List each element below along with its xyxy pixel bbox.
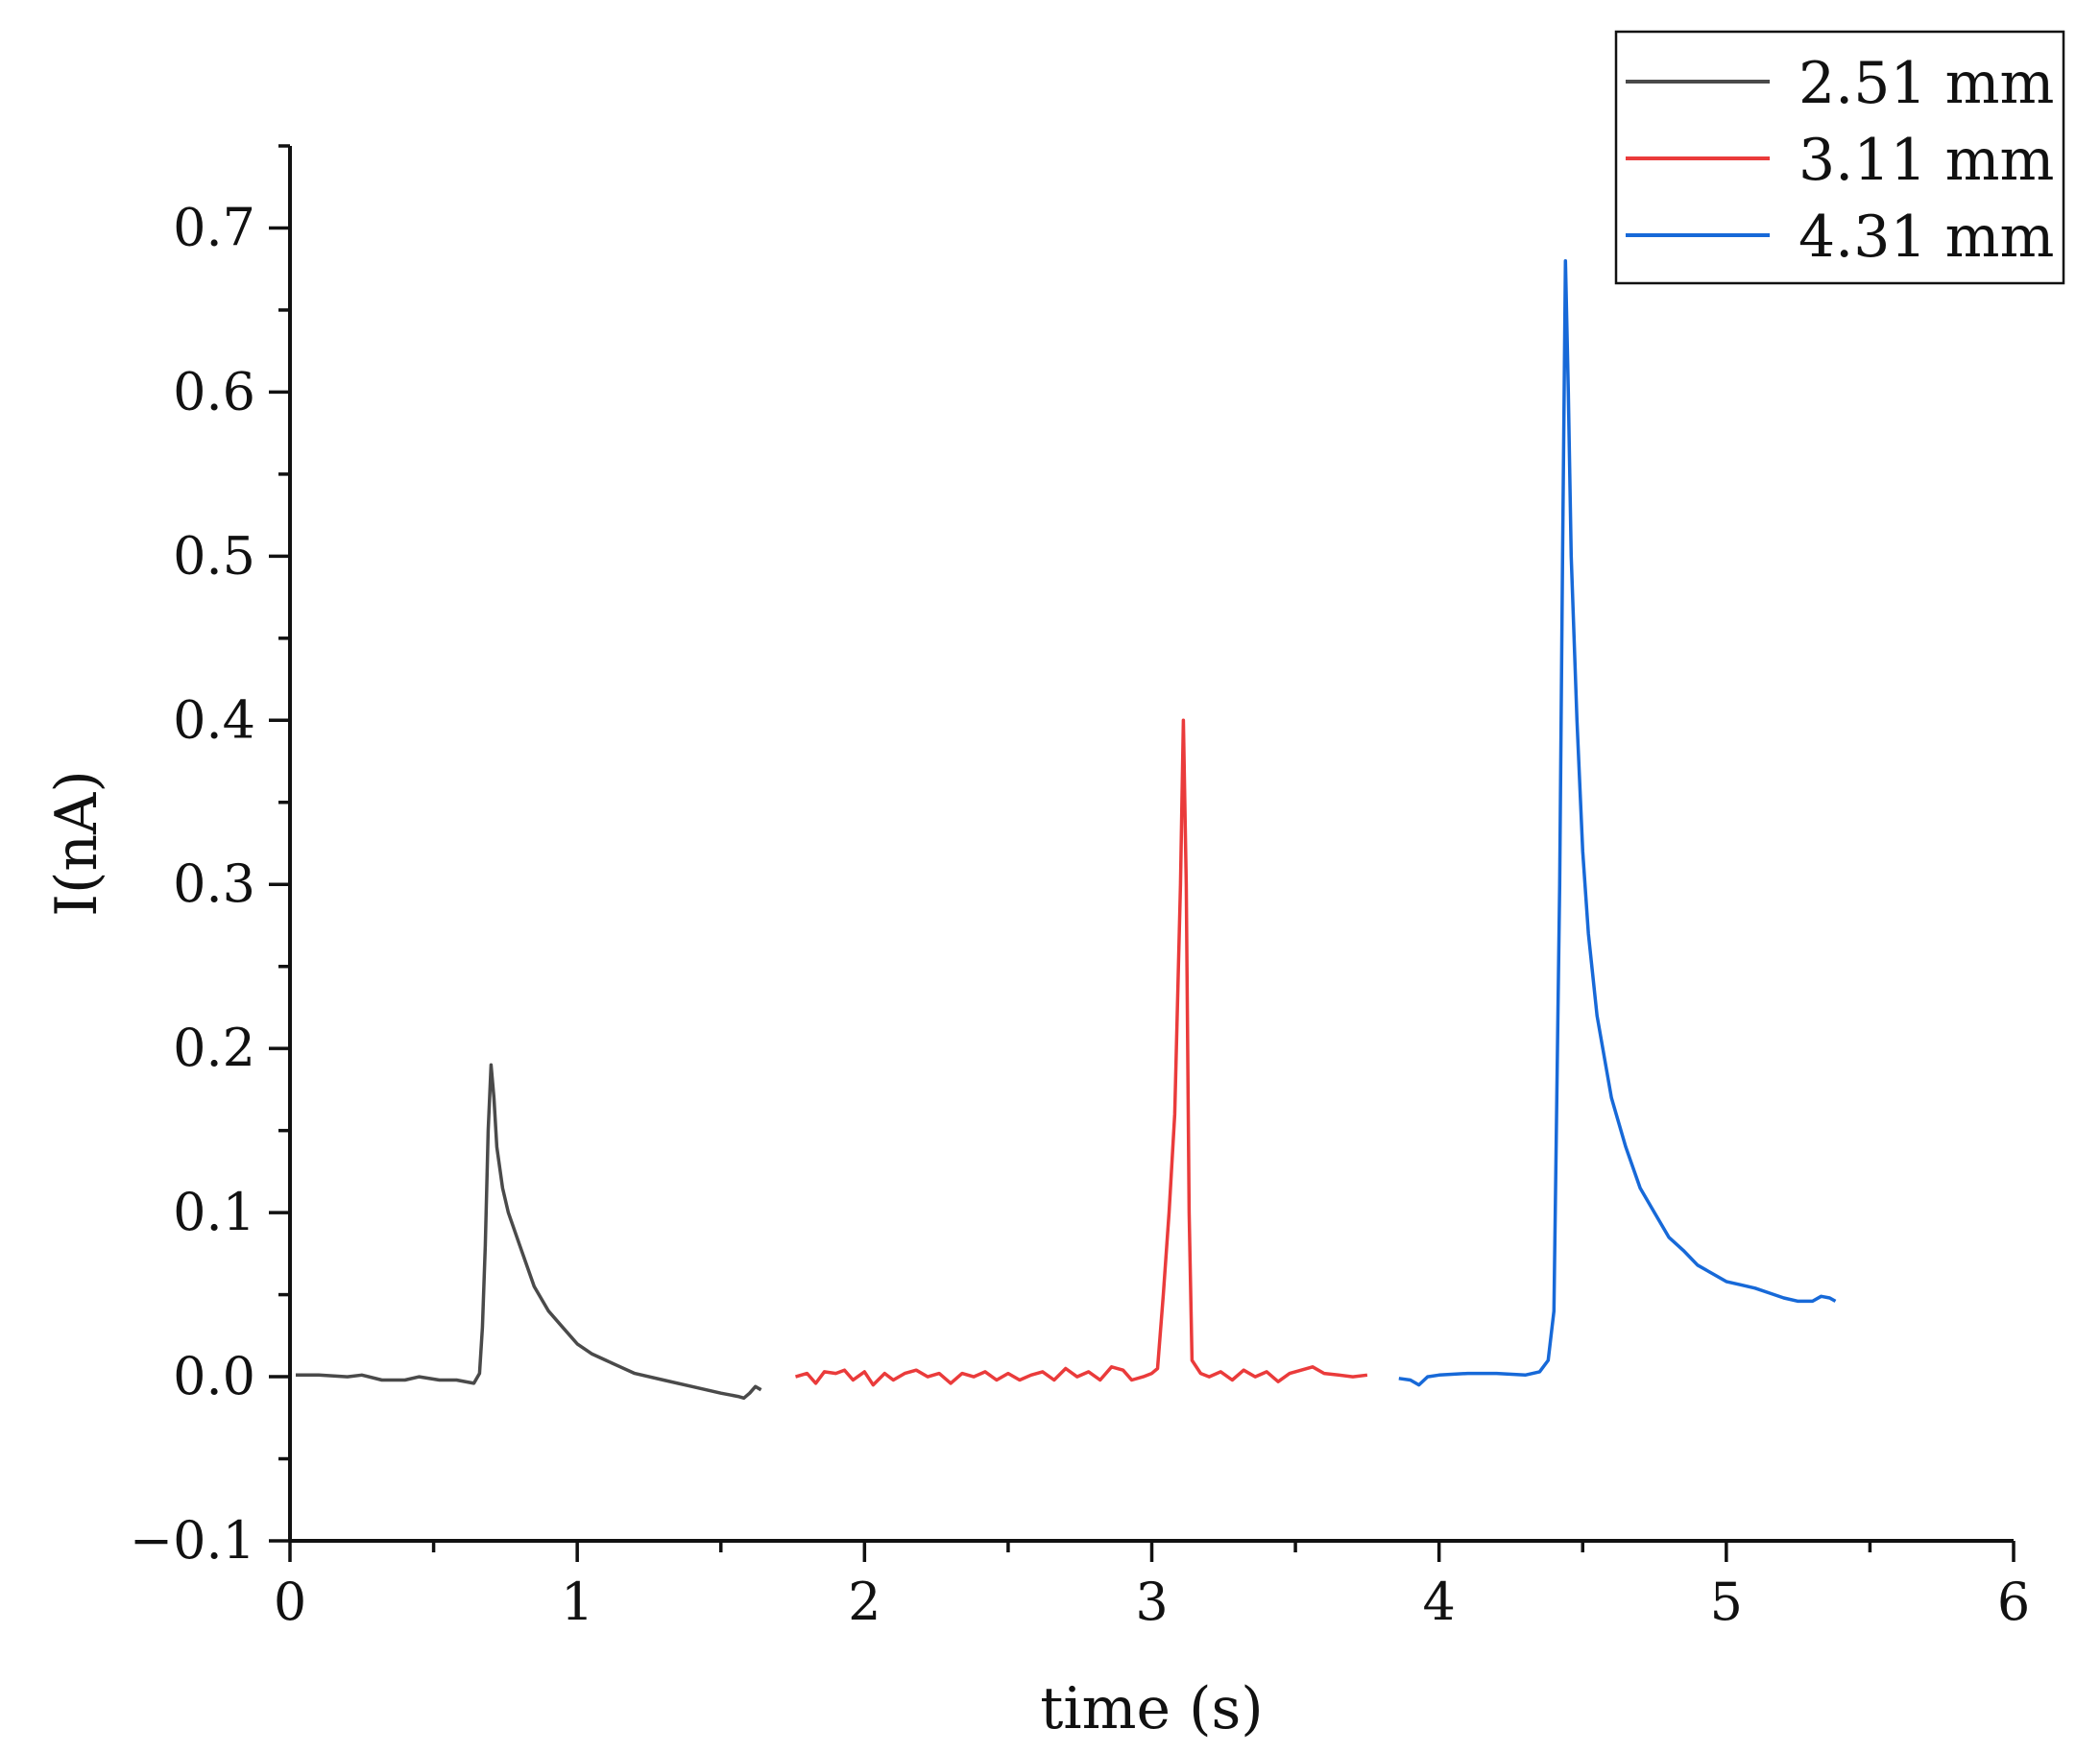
legend-label-1: 2.51 mm — [1798, 50, 2054, 117]
y-tick-label: 0.2 — [173, 1018, 255, 1078]
x-tick-label: 4 — [1422, 1572, 1455, 1632]
y-axis-title: I(nA) — [43, 770, 110, 917]
y-tick-label: −0.1 — [130, 1510, 255, 1571]
x-tick-label: 0 — [274, 1572, 306, 1632]
x-axis-title: time (s) — [1040, 1675, 1263, 1742]
y-tick-label: 0.5 — [173, 525, 255, 586]
y-tick-label: 0.6 — [173, 361, 255, 421]
plot-area — [296, 258, 1837, 1401]
legend-label-3: 4.31 mm — [1798, 204, 2054, 271]
x-tick-label: 6 — [1997, 1572, 2030, 1632]
y-tick-label: 0.7 — [173, 197, 255, 257]
series-line-3 — [1398, 258, 1837, 1387]
x-tick-label: 5 — [1710, 1572, 1743, 1632]
y-tick-label: 0.0 — [173, 1346, 255, 1406]
legend: 2.51 mm 3.11 mm 4.31 mm — [1614, 30, 2065, 285]
x-tick-label: 2 — [848, 1572, 881, 1632]
y-tick-label: 0.3 — [173, 853, 255, 914]
series-line-1 — [296, 1063, 762, 1401]
x-tick-label: 1 — [561, 1572, 593, 1632]
axes: 0 1 2 3 4 5 6 −0.1 0.0 0.1 0.2 0.3 0.4 0.5 0.6 0.7 time … — [43, 144, 2030, 1742]
y-tick-label: 0.1 — [173, 1182, 255, 1242]
x-tick-label: 3 — [1135, 1572, 1168, 1632]
y-tick-label: 0.4 — [173, 689, 255, 750]
series-line-2 — [795, 718, 1368, 1387]
legend-label-2: 3.11 mm — [1798, 127, 2054, 194]
